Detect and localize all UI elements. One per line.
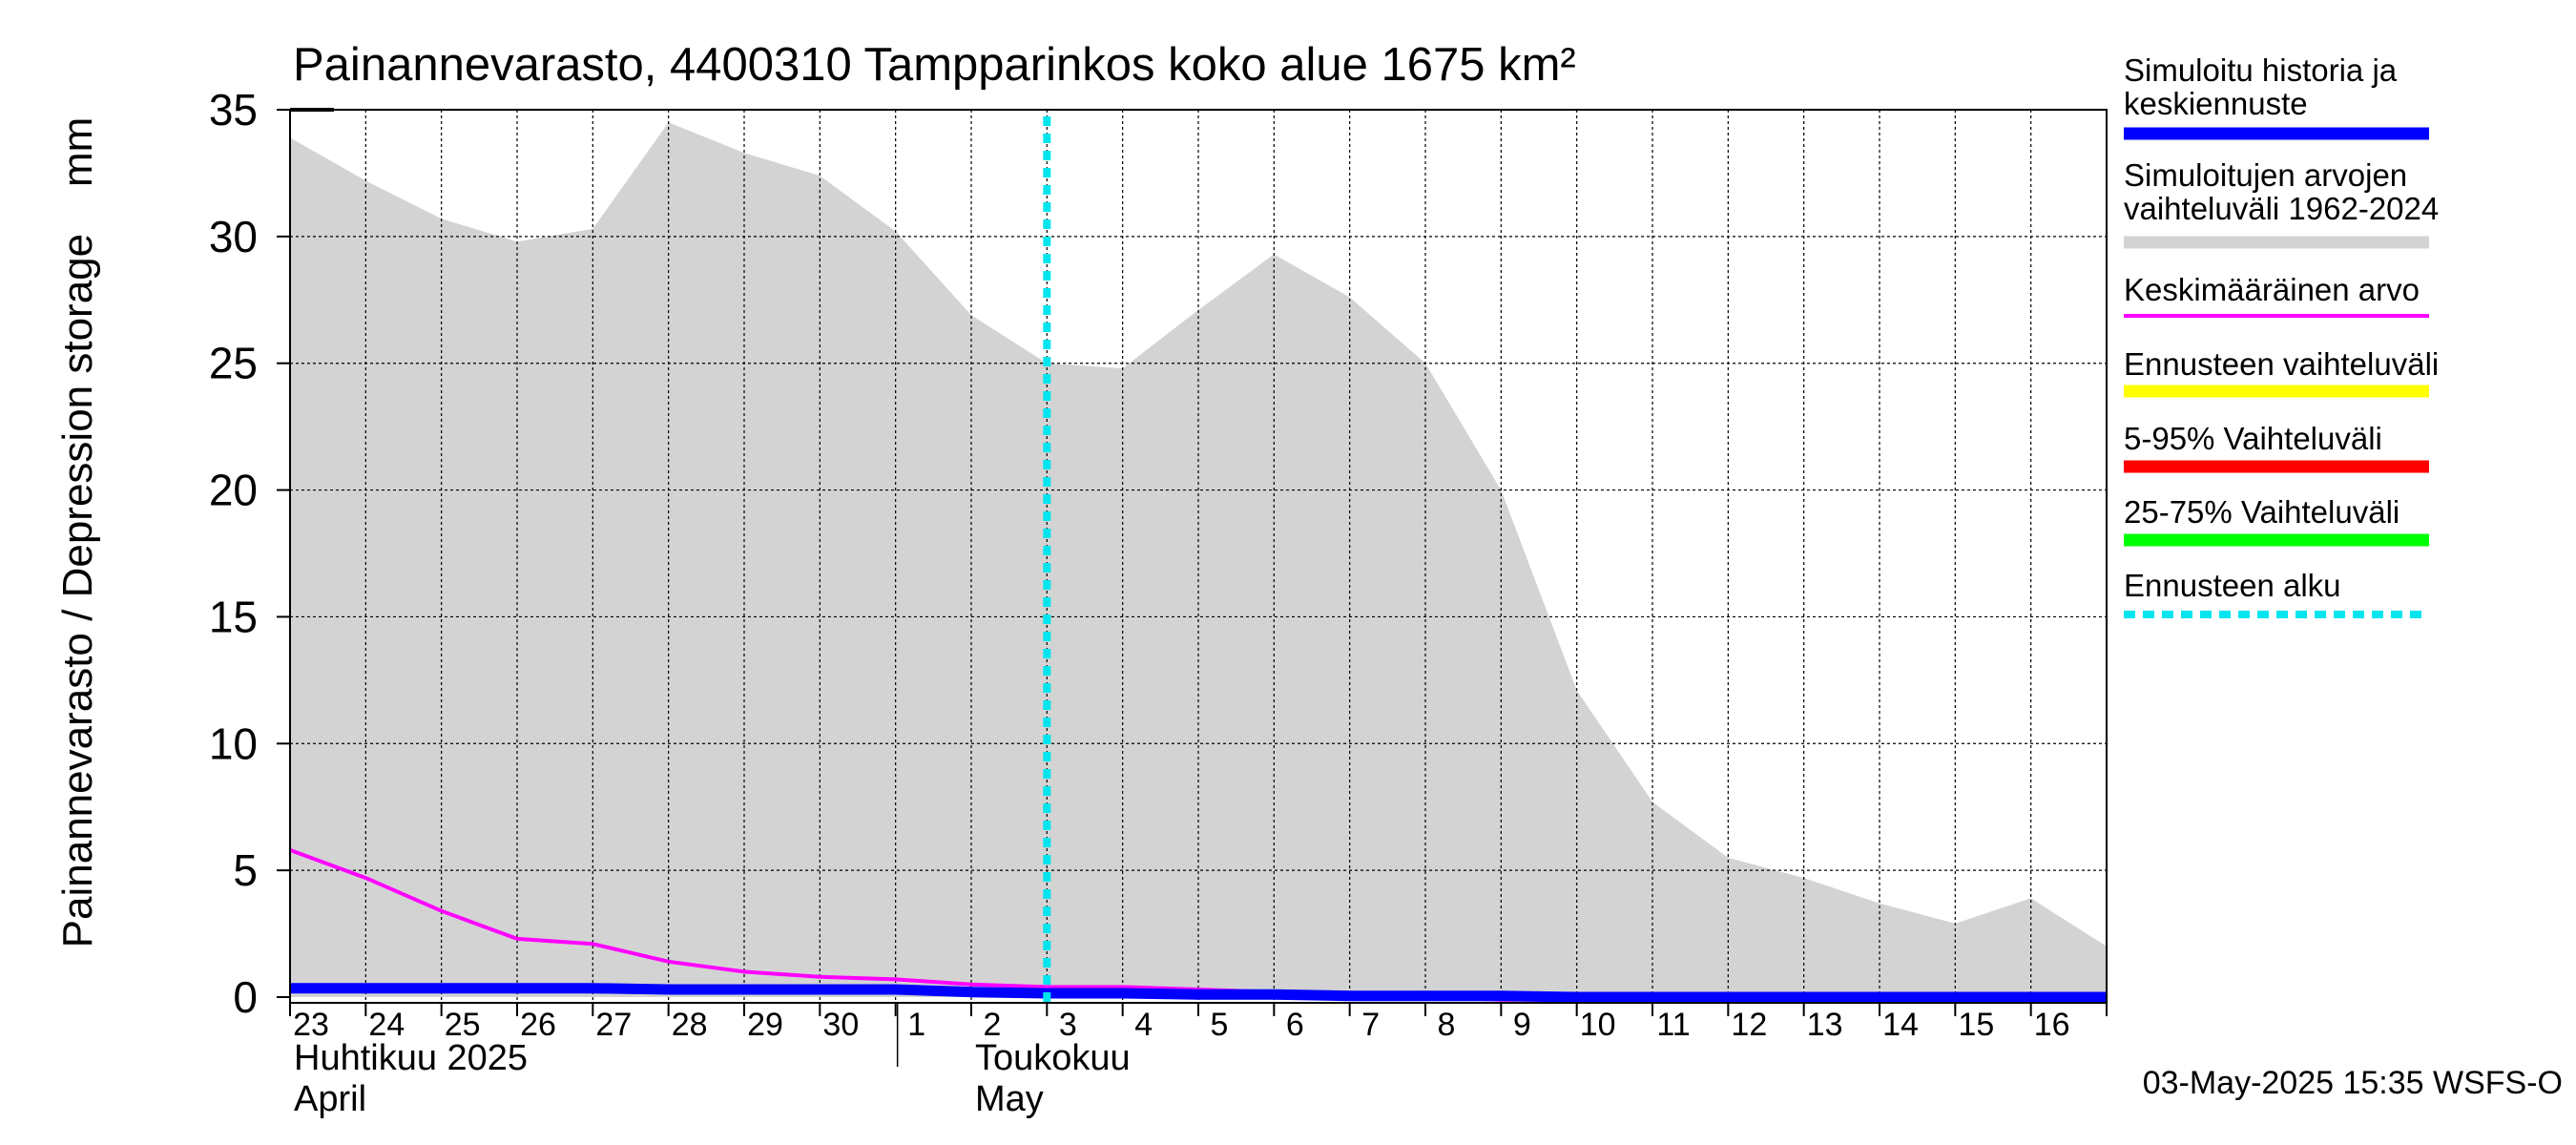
x-tick-label: 7 bbox=[1361, 1007, 1380, 1043]
legend-label: Ennusteen vaihteluväli bbox=[2124, 346, 2439, 382]
y-axis-label: Painannevarasto / Depression storage mm bbox=[54, 117, 101, 948]
timestamp-label: 03-May-2025 15:35 WSFS-O bbox=[2143, 1065, 2563, 1101]
x-tick-label: 13 bbox=[1807, 1007, 1843, 1043]
y-tick-label: 25 bbox=[209, 339, 258, 388]
legend-label: Ennusteen alku bbox=[2124, 568, 2341, 603]
x-tick-label: 30 bbox=[822, 1007, 859, 1043]
x-tick-label: 16 bbox=[2034, 1007, 2070, 1043]
y-tick-label: 15 bbox=[209, 592, 258, 641]
legend-label: keskiennuste bbox=[2124, 86, 2308, 121]
x-tick-label: 1 bbox=[907, 1007, 925, 1043]
y-tick-label: 10 bbox=[209, 718, 258, 768]
x-tick-label: 29 bbox=[747, 1007, 783, 1043]
y-tick-label: 35 bbox=[209, 85, 258, 135]
x-tick-label: 26 bbox=[520, 1007, 556, 1043]
x-tick-label: 3 bbox=[1059, 1007, 1077, 1043]
month-label: Toukokuu bbox=[975, 1038, 1131, 1078]
x-tick-label: 14 bbox=[1882, 1007, 1919, 1043]
month-label-english: May bbox=[975, 1079, 1044, 1119]
x-tick-label: 15 bbox=[1958, 1007, 1994, 1043]
legend-label: 5-95% Vaihteluväli bbox=[2124, 421, 2382, 456]
x-tick-label: 12 bbox=[1731, 1007, 1767, 1043]
x-tick-label: 11 bbox=[1656, 1007, 1690, 1043]
simulated-history-line bbox=[290, 983, 2107, 1003]
legend-label: 25-75% Vaihteluväli bbox=[2124, 494, 2399, 530]
x-tick-label: 25 bbox=[445, 1007, 481, 1043]
legend-label: Keskimääräinen arvo bbox=[2124, 272, 2420, 307]
x-tick-label: 23 bbox=[293, 1007, 329, 1043]
y-tick-label: 0 bbox=[233, 972, 258, 1022]
x-tick-label: 10 bbox=[1580, 1007, 1616, 1043]
legend-label: vaihteluväli 1962-2024 bbox=[2124, 191, 2439, 226]
month-label-english: April bbox=[294, 1079, 366, 1119]
x-tick-label: 28 bbox=[672, 1007, 708, 1043]
legend-label: Simuloitujen arvojen bbox=[2124, 157, 2407, 193]
x-tick-label: 5 bbox=[1211, 1007, 1229, 1043]
legend-label: Simuloitu historia ja bbox=[2124, 52, 2398, 88]
x-tick-label: 9 bbox=[1513, 1007, 1531, 1043]
month-label: Huhtikuu 2025 bbox=[294, 1038, 528, 1078]
x-tick-label: 8 bbox=[1438, 1007, 1456, 1043]
plot-area bbox=[289, 109, 2107, 1003]
y-tick-label: 5 bbox=[233, 845, 258, 895]
x-tick-label: 6 bbox=[1286, 1007, 1304, 1043]
y-tick-label: 20 bbox=[209, 466, 258, 515]
x-tick-label: 4 bbox=[1134, 1007, 1153, 1043]
x-tick-label: 24 bbox=[368, 1007, 405, 1043]
x-tick-label: 27 bbox=[595, 1007, 632, 1043]
chart-title: Painannevarasto, 4400310 Tampparinkos ko… bbox=[293, 39, 1576, 91]
y-tick-label: 30 bbox=[209, 212, 258, 261]
x-tick-label: 2 bbox=[984, 1007, 1002, 1043]
